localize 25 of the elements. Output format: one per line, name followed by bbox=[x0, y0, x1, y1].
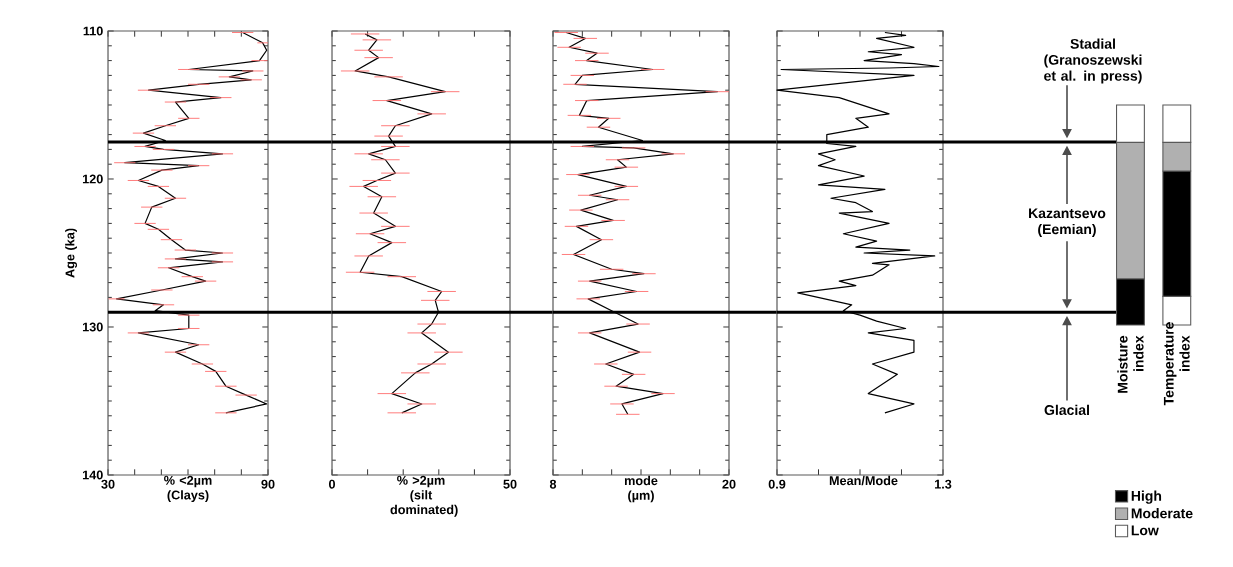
text: Stadial (Granoszewski et al. in press) bbox=[1044, 38, 1142, 84]
x-axis-title: % <2µm (Clays) bbox=[164, 475, 212, 502]
x-tick-label: 30 bbox=[101, 479, 115, 489]
legend-label: High bbox=[1131, 490, 1162, 504]
y-tick-label: 130 bbox=[82, 322, 103, 332]
x-axis-title: % >2µm (silt dominated) bbox=[390, 475, 458, 517]
y-tick-label: 120 bbox=[82, 174, 103, 184]
text: Glacial bbox=[1044, 404, 1089, 416]
x-tick-label: 50 bbox=[503, 479, 517, 489]
x-tick-label: 20 bbox=[722, 479, 736, 489]
text: Kazantsevo (Eemian) bbox=[1029, 208, 1106, 237]
x-tick-label: 0 bbox=[328, 479, 336, 489]
x-tick-label: Temperature index bbox=[1163, 322, 1190, 406]
x-axis-title: Mean/Mode bbox=[829, 475, 898, 486]
y-tick-label: 140 bbox=[82, 470, 103, 480]
x-tick-label: 8 bbox=[549, 479, 557, 489]
legend-label: Low bbox=[1131, 525, 1159, 536]
y-axis-title: Age (ka) bbox=[65, 228, 77, 278]
legend-label: Moderate bbox=[1131, 508, 1193, 519]
y-tick-label: 110 bbox=[83, 26, 103, 36]
x-tick-label: 90 bbox=[261, 479, 275, 489]
x-tick-label: Moisture index bbox=[1117, 335, 1144, 393]
x-axis-title: mode (µm) bbox=[624, 475, 658, 503]
x-tick-label: 1.3 bbox=[934, 479, 952, 489]
x-tick-label: 0.9 bbox=[768, 479, 786, 489]
